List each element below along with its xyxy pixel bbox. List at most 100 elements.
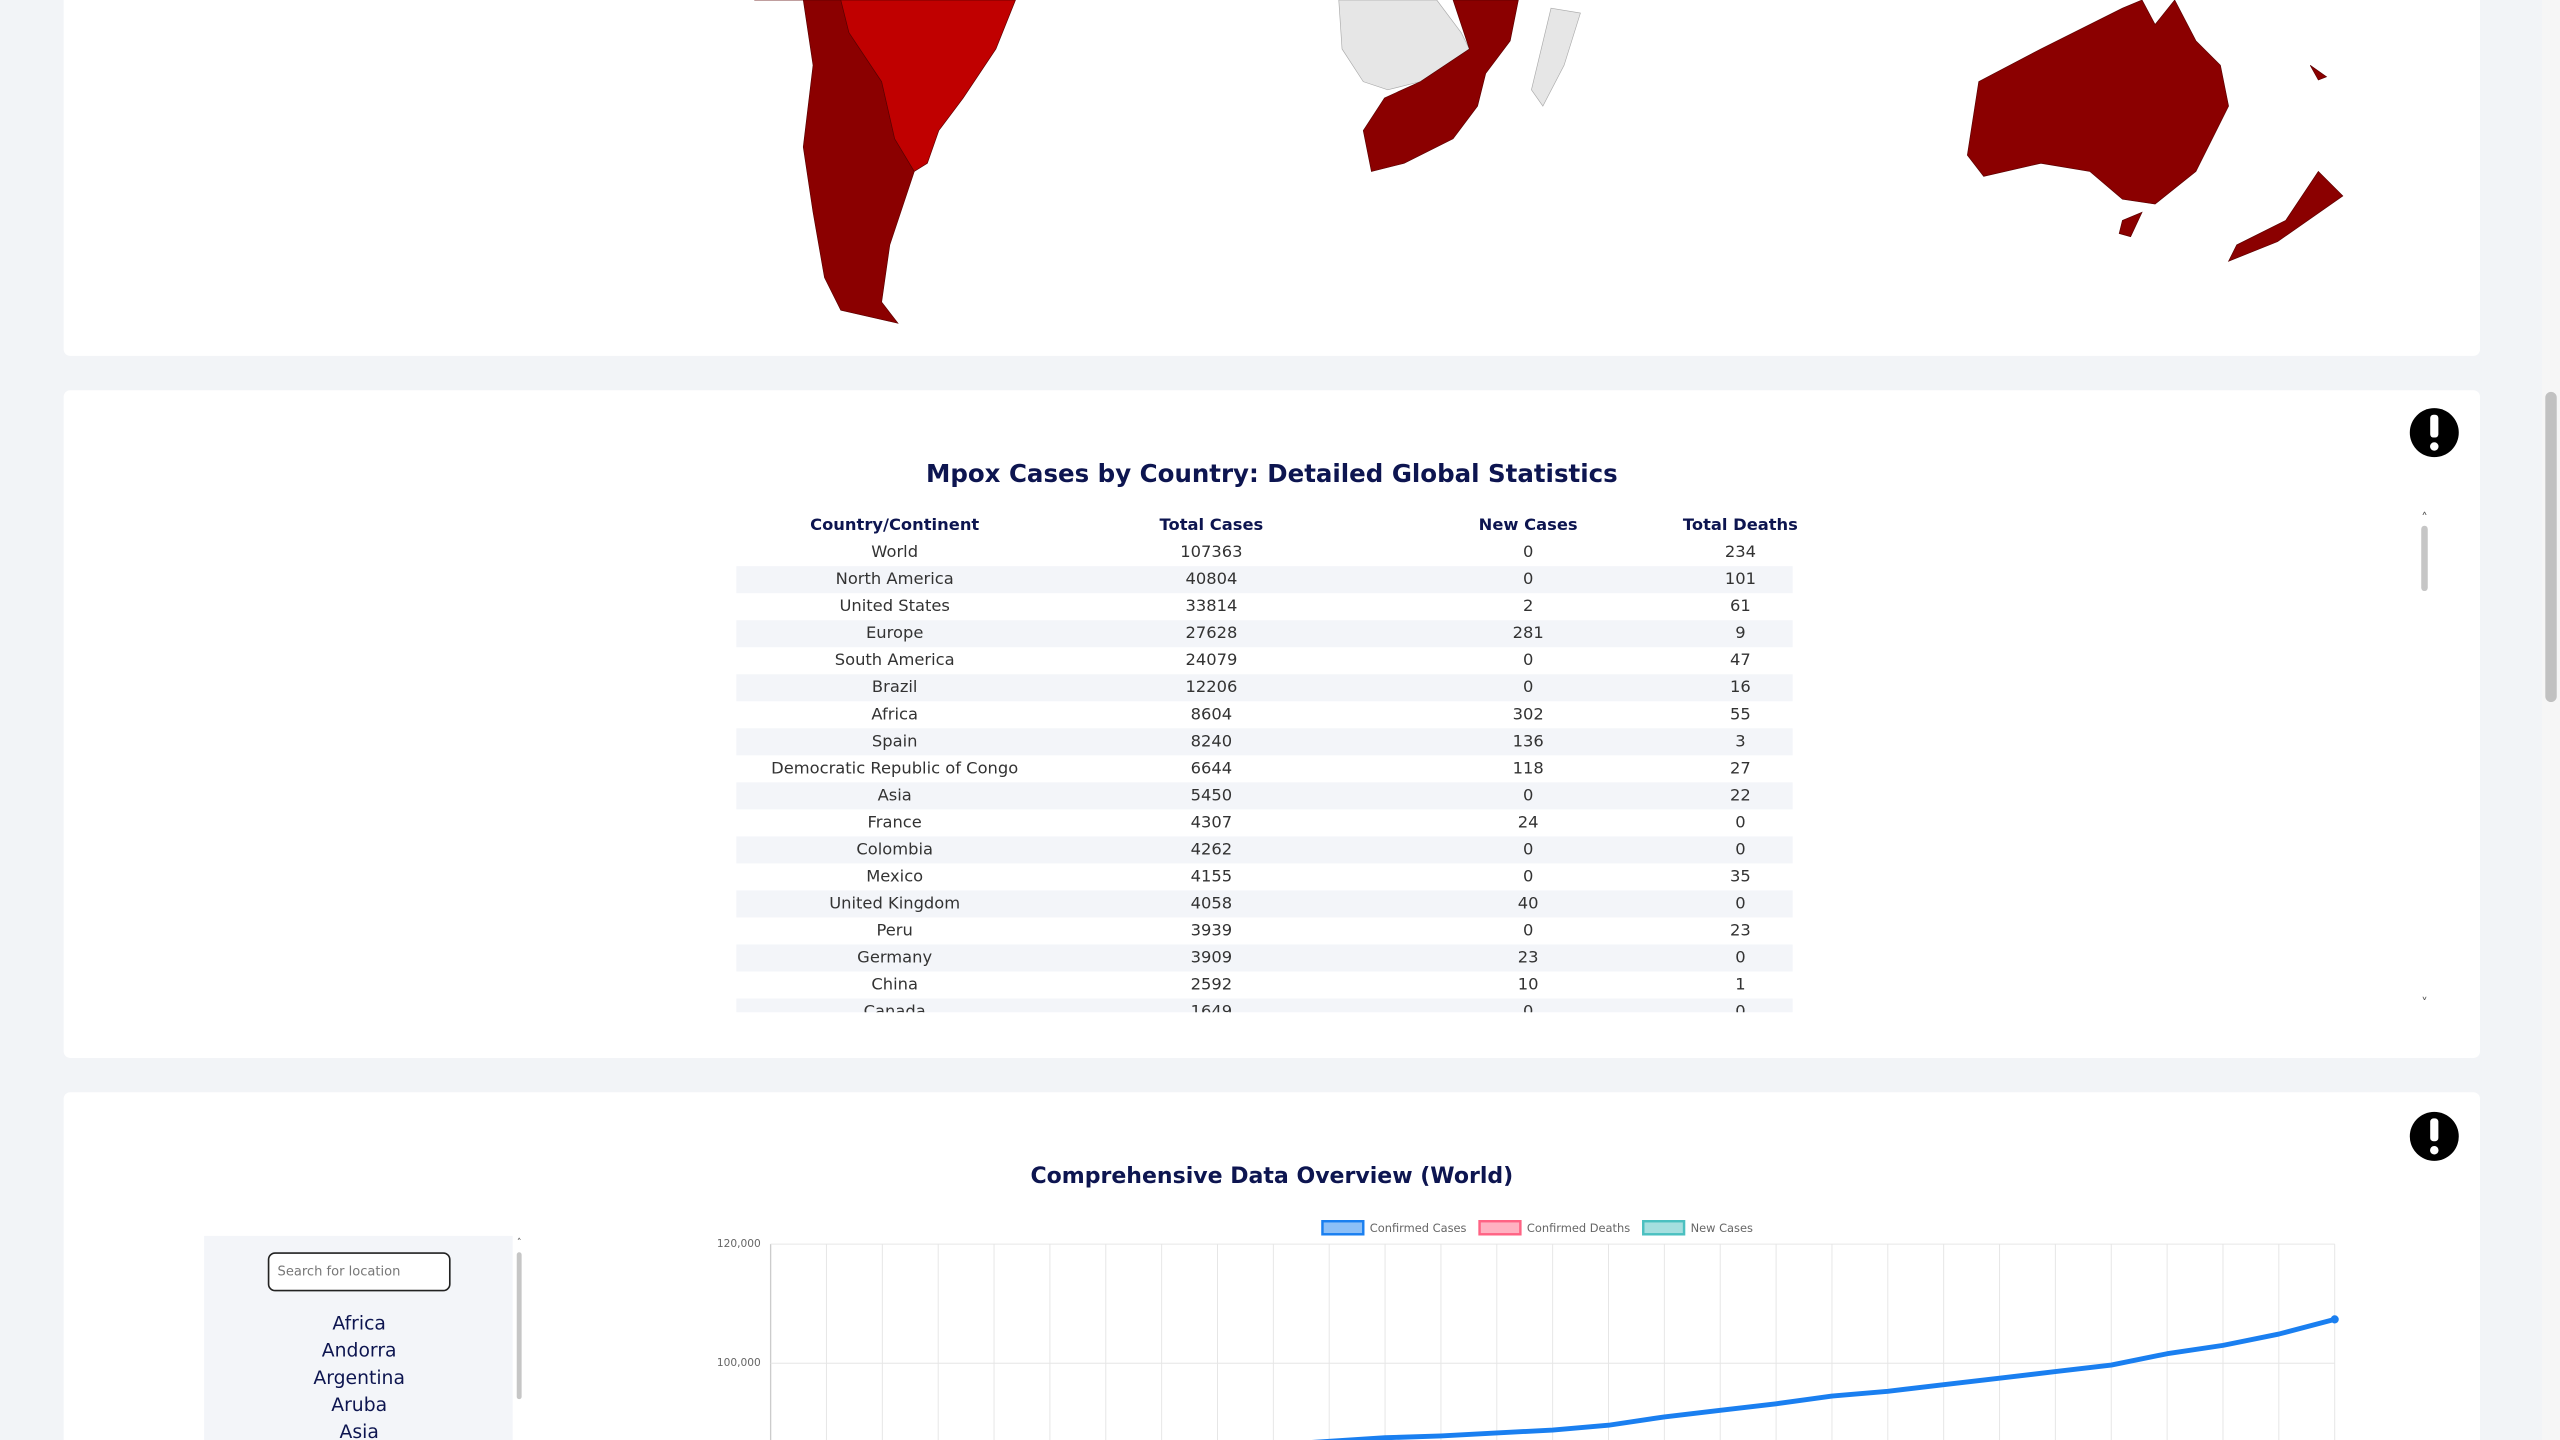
table-cell: 281	[1513, 623, 1544, 642]
location-item: Asia	[340, 1422, 379, 1440]
location-item: Argentina	[313, 1368, 405, 1389]
table-cell: 0	[1523, 569, 1533, 588]
table-cell: 8240	[1191, 731, 1233, 750]
table-cell: 0	[1735, 812, 1745, 831]
table-cell: 0	[1523, 650, 1533, 669]
table-title: Mpox Cases by Country: Detailed Global S…	[926, 459, 1618, 488]
table-cell: 234	[1725, 542, 1756, 561]
table-cell: Democratic Republic of Congo	[771, 758, 1018, 777]
column-header: Total Cases	[1160, 515, 1264, 534]
table-cell: 136	[1513, 731, 1544, 750]
row-stripe	[736, 836, 1793, 864]
table-cell: 27	[1730, 758, 1751, 777]
table-cell: 12206	[1185, 677, 1237, 696]
table-cell: 4262	[1191, 839, 1233, 858]
legend-swatch	[1478, 1220, 1522, 1236]
legend-label: New Cases	[1691, 1221, 1753, 1235]
y-tick-label: 120,000	[717, 1237, 761, 1250]
table-cell: 33814	[1185, 596, 1237, 615]
table-cell: 0	[1523, 542, 1533, 561]
svg-text:˄: ˄	[517, 1236, 522, 1248]
overview-card	[63, 1092, 2480, 1440]
table-cell: 0	[1523, 677, 1533, 696]
row-stripe	[736, 890, 1793, 918]
table-cell: Europe	[866, 623, 923, 642]
table-cell: 61	[1730, 596, 1751, 615]
table-cell: Spain	[872, 731, 918, 750]
table-cell: 47	[1730, 650, 1751, 669]
column-header: New Cases	[1479, 515, 1578, 534]
map-region	[1531, 7, 1581, 107]
map-region	[840, 0, 1016, 172]
table-cell: 3	[1735, 731, 1745, 750]
location-list: Africa Andorra Argentina Aruba Asia	[313, 1314, 405, 1440]
table-cell: 2592	[1191, 974, 1233, 993]
map-region	[2118, 65, 2344, 262]
table-cell: 0	[1735, 839, 1745, 858]
map-region	[1967, 0, 2229, 205]
overview-title: Comprehensive Data Overview (World)	[1030, 1164, 1513, 1189]
page-scrollbar[interactable]	[2542, 0, 2560, 1440]
table-cell: North America	[836, 569, 954, 588]
column-header: Country/Continent	[810, 515, 979, 534]
table-cell: 0	[1735, 947, 1745, 966]
table-cell: United States	[839, 596, 949, 615]
location-item: Aruba	[331, 1395, 387, 1416]
location-item: Andorra	[322, 1341, 397, 1362]
table-cell: United Kingdom	[829, 893, 960, 912]
row-stripe	[736, 782, 1793, 810]
table-cell: 10	[1518, 974, 1539, 993]
table-scrollbar[interactable]: ˄ ˅	[2421, 512, 2428, 1012]
table-cell: 24	[1518, 812, 1539, 831]
table-cell: France	[868, 812, 922, 831]
svg-text:˄: ˄	[2421, 512, 2428, 527]
table-cell: 0	[1735, 893, 1745, 912]
table-cell: 0	[1523, 785, 1533, 804]
table-cell: 1649	[1191, 1001, 1233, 1020]
svg-text:˅: ˅	[2421, 997, 2428, 1012]
table-cell: 302	[1513, 704, 1544, 723]
map-card	[63, 0, 2480, 356]
table-cell: 55	[1730, 704, 1751, 723]
table-cell: 101	[1725, 569, 1756, 588]
row-stripe	[736, 998, 1793, 1013]
row-stripe	[736, 674, 1793, 702]
table-cell: 9	[1735, 623, 1745, 642]
table-cell: 4058	[1191, 893, 1233, 912]
table-cell: 40	[1518, 893, 1539, 912]
table-cell: 1	[1735, 974, 1745, 993]
table-cell: 5450	[1191, 785, 1233, 804]
table-cell: 40804	[1185, 569, 1237, 588]
table-cell: Colombia	[856, 839, 933, 858]
table-cell: Peru	[877, 920, 913, 939]
legend-swatch	[1642, 1220, 1686, 1236]
end-point	[2330, 1315, 2339, 1324]
table-cell: Germany	[857, 947, 932, 966]
table-card	[63, 390, 2480, 1058]
info-icon[interactable]	[2409, 1111, 2459, 1161]
table-cell: 22	[1730, 785, 1751, 804]
row-stripe	[736, 728, 1793, 756]
page-scrollbar-thumb[interactable]	[2545, 391, 2557, 703]
table-cell: 0	[1523, 1001, 1533, 1020]
search-input[interactable]	[267, 1252, 451, 1292]
table-cell: 35	[1730, 866, 1751, 885]
table-cell: 4155	[1191, 866, 1233, 885]
table-cell: Africa	[871, 704, 918, 723]
table-cell: 6644	[1191, 758, 1233, 777]
table-cell: 2	[1523, 596, 1533, 615]
table-cell: 23	[1730, 920, 1751, 939]
location-item: Africa	[332, 1314, 386, 1335]
world-map	[754, 0, 2344, 324]
overview-chart: 100,000 120,000 Confirmed Cases Confirmed D…	[717, 1220, 2339, 1440]
table-cell: 0	[1523, 920, 1533, 939]
column-header: Total Deaths	[1683, 515, 1798, 534]
info-icon[interactable]	[2409, 408, 2459, 458]
table-cell: 24079	[1185, 650, 1237, 669]
legend-label: Confirmed Deaths	[1527, 1221, 1630, 1235]
row-stripe	[736, 944, 1793, 972]
table-cell: 0	[1523, 839, 1533, 858]
table-cell: Asia	[878, 785, 912, 804]
location-scrollbar[interactable]: ˄	[516, 1236, 522, 1400]
